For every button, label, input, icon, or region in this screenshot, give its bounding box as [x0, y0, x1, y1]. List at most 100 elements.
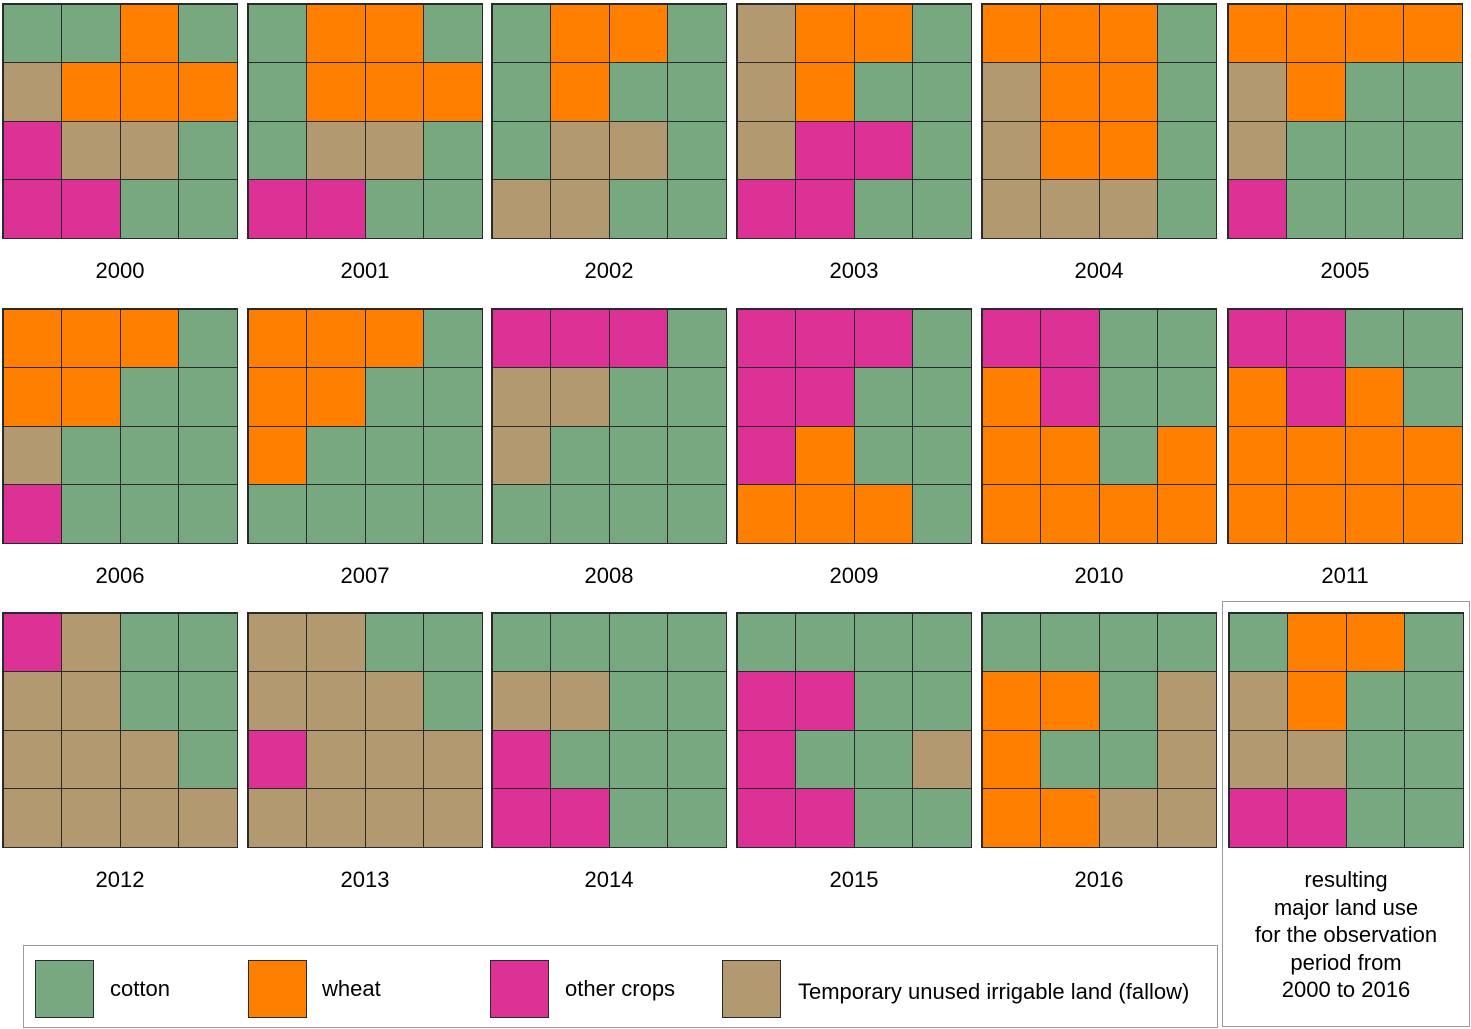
land-cell-fallow: [61, 671, 121, 731]
result-caption-line: major land use: [1273, 894, 1419, 920]
result-caption-line: for the observation: [1254, 922, 1438, 947]
result-caption-line: period from: [1290, 949, 1402, 975]
land-cell-other: [795, 308, 855, 368]
legend-swatch-cotton: [35, 960, 94, 1018]
land-cell-cotton: [491, 612, 551, 672]
land-cell-cotton: [1404, 612, 1464, 672]
land-cell-cotton: [667, 3, 727, 63]
land-cell-cotton: [1157, 612, 1217, 672]
land-cell-other: [1286, 308, 1346, 368]
land-cell-wheat: [1286, 62, 1346, 122]
land-cell-cotton: [667, 671, 727, 731]
land-cell-other: [795, 788, 855, 848]
land-cell-cotton: [912, 367, 972, 427]
land-cell-fallow: [306, 729, 366, 789]
land-cell-other: [795, 671, 855, 731]
land-cell-wheat: [1098, 120, 1158, 180]
land-cell-wheat: [1344, 425, 1404, 485]
land-cell-wheat: [1040, 788, 1100, 848]
land-cell-cotton: [423, 367, 483, 427]
land-cell-fallow: [1227, 120, 1287, 180]
land-cell-cotton: [1098, 367, 1158, 427]
land-cell-cotton: [178, 729, 238, 789]
land-cell-cotton: [364, 425, 424, 485]
land-cell-other: [795, 120, 855, 180]
land-cell-wheat: [2, 367, 62, 427]
land-cell-fallow: [119, 729, 179, 789]
legend-swatch-wheat: [248, 960, 307, 1018]
land-cell-wheat: [981, 425, 1041, 485]
land-cell-cotton: [61, 3, 121, 63]
land-cell-other: [736, 425, 796, 485]
land-cell-cotton: [364, 612, 424, 672]
land-cell-wheat: [423, 62, 483, 122]
land-cell-other: [736, 788, 796, 848]
land-cell-wheat: [119, 308, 179, 368]
year-label: 2008: [584, 563, 634, 588]
land-cell-other: [247, 729, 307, 789]
land-cell-wheat: [247, 425, 307, 485]
land-cell-fallow: [1098, 788, 1158, 848]
land-cell-wheat: [1227, 484, 1287, 544]
land-cell-wheat: [61, 367, 121, 427]
land-cell-cotton: [1345, 671, 1405, 731]
land-cell-wheat: [853, 484, 913, 544]
land-cell-fallow: [1227, 62, 1287, 122]
land-cell-wheat: [1227, 425, 1287, 485]
land-cell-cotton: [1098, 671, 1158, 731]
land-cell-cotton: [1403, 308, 1463, 368]
land-cell-other: [736, 671, 796, 731]
land-cell-cotton: [306, 484, 366, 544]
land-cell-wheat: [1098, 62, 1158, 122]
land-cell-wheat: [306, 308, 366, 368]
land-cell-wheat: [1403, 425, 1463, 485]
land-cell-cotton: [119, 612, 179, 672]
land-cell-fallow: [550, 671, 610, 731]
year-grid-2008: [491, 308, 727, 544]
land-cell-fallow: [423, 788, 483, 848]
land-cell-cotton: [1098, 729, 1158, 789]
result-caption: resulting major land use for the observa…: [1228, 866, 1464, 1004]
land-cell-cotton: [119, 179, 179, 239]
land-cell-cotton: [667, 179, 727, 239]
land-cell-cotton: [981, 612, 1041, 672]
land-cell-wheat: [1403, 3, 1463, 63]
land-cell-fallow: [2, 62, 62, 122]
land-cell-cotton: [1403, 62, 1463, 122]
year-grid-2010: [981, 308, 1217, 544]
year-label: 2007: [340, 563, 390, 588]
land-cell-cotton: [667, 484, 727, 544]
land-cell-fallow: [491, 425, 551, 485]
land-cell-fallow: [247, 612, 307, 672]
year-label: 2000: [95, 258, 145, 283]
land-cell-cotton: [1098, 425, 1158, 485]
land-cell-cotton: [1157, 120, 1217, 180]
land-cell-fallow: [423, 729, 483, 789]
land-cell-fallow: [61, 788, 121, 848]
land-cell-cotton: [178, 120, 238, 180]
land-cell-cotton: [1345, 729, 1405, 789]
land-cell-wheat: [364, 3, 424, 63]
year-label: 2005: [1320, 258, 1370, 283]
land-cell-wheat: [306, 62, 366, 122]
land-cell-wheat: [608, 3, 668, 63]
year-label: 2010: [1074, 563, 1124, 588]
land-cell-fallow: [61, 120, 121, 180]
land-cell-wheat: [1344, 3, 1404, 63]
land-cell-cotton: [853, 788, 913, 848]
land-cell-cotton: [1157, 3, 1217, 63]
land-cell-cotton: [247, 120, 307, 180]
land-cell-cotton: [364, 367, 424, 427]
land-cell-wheat: [364, 62, 424, 122]
year-grid-2009: [736, 308, 972, 544]
land-cell-wheat: [1344, 367, 1404, 427]
land-cell-cotton: [550, 729, 610, 789]
land-cell-fallow: [2, 671, 62, 731]
year-grid-2001: [247, 3, 483, 239]
land-cell-cotton: [119, 367, 179, 427]
land-cell-other: [2, 179, 62, 239]
land-cell-fallow: [491, 671, 551, 731]
land-cell-wheat: [306, 3, 366, 63]
land-cell-wheat: [1286, 3, 1346, 63]
land-cell-cotton: [667, 367, 727, 427]
